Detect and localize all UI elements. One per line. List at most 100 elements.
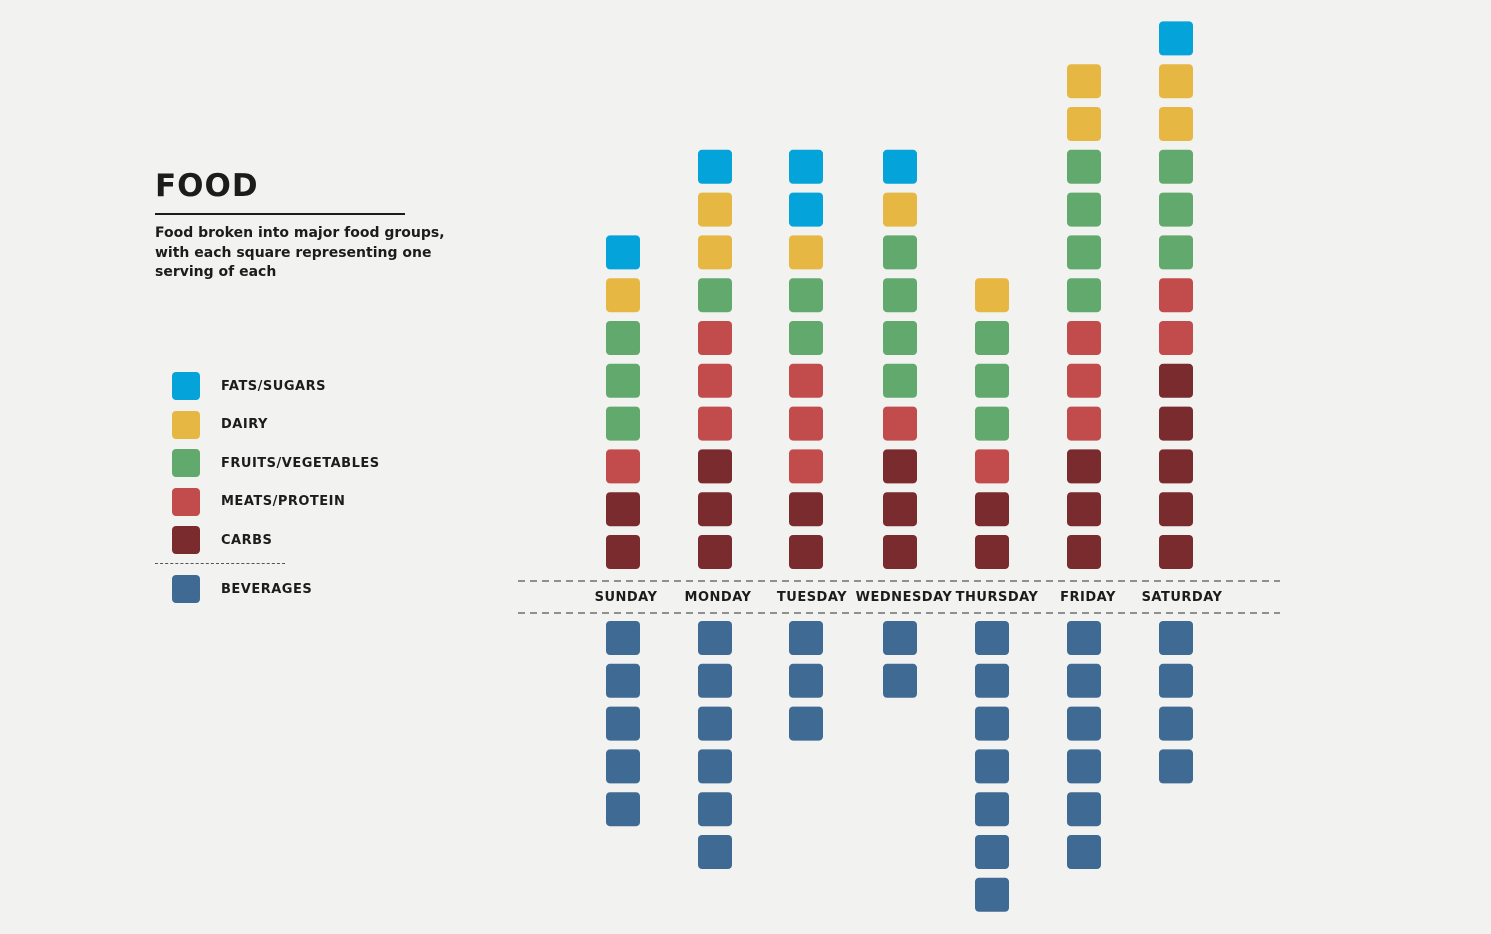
serving-square-meats-monday [698, 321, 732, 355]
serving-square-beverages-saturday [1159, 706, 1193, 741]
serving-square-beverages-thursday [975, 663, 1009, 698]
serving-square-beverages-sunday [606, 749, 640, 784]
serving-square-fruitsveg-thursday [975, 321, 1009, 355]
serving-square-dairy-sunday [606, 278, 640, 313]
serving-square-carbs-friday [1067, 492, 1101, 527]
serving-square-carbs-wednesday [883, 535, 917, 569]
legend-divider [155, 563, 285, 564]
serving-square-beverages-wednesday [883, 663, 917, 698]
serving-square-carbs-thursday [975, 535, 1009, 569]
serving-square-beverages-friday [1067, 663, 1101, 698]
serving-square-fruitsveg-saturday [1159, 192, 1193, 227]
serving-square-dairy-tuesday [789, 235, 823, 270]
serving-square-meats-wednesday [883, 406, 917, 441]
serving-square-beverages-wednesday [883, 621, 917, 655]
legend-swatch-beverages [172, 575, 200, 603]
serving-square-fruitsveg-saturday [1159, 235, 1193, 270]
serving-square-meats-tuesday [789, 406, 823, 441]
legend-label-fats: FATS/SUGARS [221, 378, 326, 394]
serving-square-beverages-tuesday [789, 706, 823, 741]
serving-square-meats-friday [1067, 363, 1101, 398]
legend-label-meats: MEATS/PROTEIN [221, 494, 346, 509]
serving-square-beverages-thursday [975, 877, 1009, 912]
serving-square-fruitsveg-thursday [975, 406, 1009, 441]
serving-square-meats-thursday [975, 449, 1009, 484]
serving-square-carbs-thursday [975, 492, 1009, 527]
day-label-wednesday: WEDNESDAY [856, 590, 953, 605]
serving-square-fruitsveg-wednesday [883, 278, 917, 313]
serving-square-fruitsveg-sunday [606, 321, 640, 355]
serving-square-carbs-monday [698, 492, 732, 527]
serving-square-carbs-tuesday [789, 492, 823, 527]
serving-square-fats-tuesday [789, 192, 823, 227]
legend-item-beverages: BEVERAGES [172, 575, 312, 603]
serving-square-beverages-thursday [975, 706, 1009, 741]
serving-square-carbs-saturday [1159, 449, 1193, 484]
serving-square-carbs-friday [1067, 449, 1101, 484]
serving-square-dairy-friday [1067, 64, 1101, 99]
serving-square-beverages-sunday [606, 663, 640, 698]
serving-square-beverages-sunday [606, 621, 640, 655]
serving-square-fruitsveg-wednesday [883, 235, 917, 270]
title-underline [155, 213, 405, 215]
serving-square-carbs-wednesday [883, 492, 917, 527]
serving-square-fruitsveg-tuesday [789, 321, 823, 355]
serving-square-carbs-wednesday [883, 449, 917, 484]
serving-square-fruitsveg-friday [1067, 192, 1101, 227]
legend-item-carbs: CARBS [172, 526, 272, 554]
serving-square-dairy-saturday [1159, 64, 1193, 99]
serving-square-carbs-sunday [606, 492, 640, 527]
day-label-friday: FRIDAY [1060, 590, 1116, 605]
serving-square-beverages-saturday [1159, 749, 1193, 784]
serving-square-beverages-monday [698, 835, 732, 869]
serving-square-fruitsveg-saturday [1159, 149, 1193, 184]
legend-label-fruitsveg: FRUITS/VEGETABLES [221, 455, 380, 471]
legend-item-fruitsveg: FRUITS/VEGETABLES [172, 449, 380, 477]
serving-square-beverages-saturday [1159, 663, 1193, 698]
legend-swatch-carbs [172, 526, 200, 554]
legend-swatch-fruitsveg [172, 449, 200, 477]
serving-square-dairy-saturday [1159, 107, 1193, 141]
serving-square-beverages-thursday [975, 792, 1009, 827]
serving-square-fruitsveg-tuesday [789, 278, 823, 313]
serving-square-beverages-thursday [975, 749, 1009, 784]
serving-square-fats-saturday [1159, 21, 1193, 56]
serving-square-fruitsveg-friday [1067, 235, 1101, 270]
serving-square-beverages-monday [698, 621, 732, 655]
serving-square-fats-tuesday [789, 149, 823, 184]
serving-square-carbs-saturday [1159, 406, 1193, 441]
serving-square-beverages-friday [1067, 621, 1101, 655]
serving-square-beverages-tuesday [789, 621, 823, 655]
serving-square-beverages-friday [1067, 792, 1101, 827]
legend-item-fats: FATS/SUGARS [172, 372, 326, 400]
serving-square-fruitsveg-friday [1067, 149, 1101, 184]
serving-square-beverages-monday [698, 663, 732, 698]
serving-square-fruitsveg-friday [1067, 278, 1101, 313]
serving-square-meats-saturday [1159, 278, 1193, 313]
legend-swatch-dairy [172, 410, 200, 439]
day-label-sunday: SUNDAY [595, 590, 658, 605]
serving-square-beverages-friday [1067, 749, 1101, 784]
day-label-monday: MONDAY [685, 590, 752, 605]
serving-square-carbs-saturday [1159, 363, 1193, 398]
chart-subtitle: Food broken into major food groups, with… [155, 225, 445, 280]
chart-title: FOOD [155, 168, 259, 204]
serving-square-meats-saturday [1159, 321, 1193, 355]
serving-square-meats-monday [698, 363, 732, 398]
serving-square-meats-sunday [606, 449, 640, 484]
serving-square-fruitsveg-sunday [606, 406, 640, 441]
serving-square-meats-tuesday [789, 363, 823, 398]
serving-square-beverages-sunday [606, 792, 640, 827]
serving-square-beverages-monday [698, 792, 732, 827]
serving-square-beverages-tuesday [789, 663, 823, 698]
serving-square-fruitsveg-sunday [606, 363, 640, 398]
serving-square-fruitsveg-monday [698, 278, 732, 313]
serving-square-meats-tuesday [789, 449, 823, 484]
serving-square-fats-wednesday [883, 149, 917, 184]
day-label-tuesday: TUESDAY [777, 590, 847, 605]
serving-square-meats-friday [1067, 406, 1101, 441]
serving-square-dairy-wednesday [883, 192, 917, 227]
serving-square-beverages-friday [1067, 835, 1101, 869]
serving-square-beverages-thursday [975, 835, 1009, 869]
